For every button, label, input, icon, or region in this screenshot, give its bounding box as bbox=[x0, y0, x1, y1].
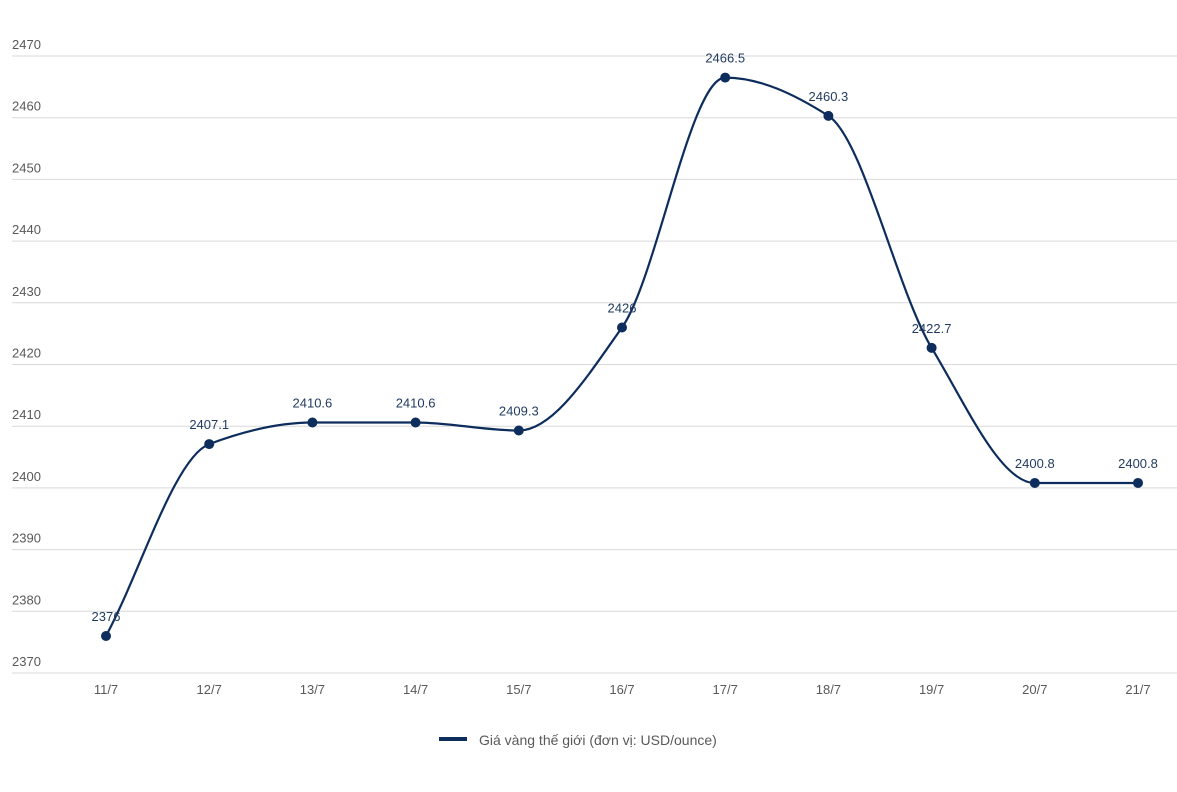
x-tick-label: 13/7 bbox=[300, 682, 325, 697]
data-label: 2410.6 bbox=[293, 395, 333, 410]
data-point bbox=[1029, 477, 1040, 488]
x-tick-label: 14/7 bbox=[403, 682, 428, 697]
x-tick-label: 15/7 bbox=[506, 682, 531, 697]
data-point bbox=[513, 425, 524, 436]
data-label: 2426 bbox=[608, 300, 637, 315]
y-tick-label: 2420 bbox=[12, 346, 41, 361]
x-tick-label: 20/7 bbox=[1022, 682, 1047, 697]
data-point bbox=[823, 110, 834, 121]
data-points bbox=[101, 72, 1143, 641]
x-tick-label: 12/7 bbox=[197, 682, 222, 697]
y-tick-label: 2380 bbox=[12, 592, 41, 607]
data-point bbox=[204, 439, 215, 450]
x-tick-label: 19/7 bbox=[919, 682, 944, 697]
data-label: 2460.3 bbox=[809, 89, 849, 104]
data-label: 2466.5 bbox=[705, 51, 745, 66]
data-point bbox=[926, 342, 937, 353]
y-tick-label: 2450 bbox=[12, 160, 41, 175]
series-line bbox=[104, 76, 1140, 638]
data-label: 2400.8 bbox=[1118, 456, 1158, 471]
data-point bbox=[410, 417, 421, 428]
data-label: 2376 bbox=[92, 609, 121, 624]
x-tick-label: 21/7 bbox=[1125, 682, 1150, 697]
data-label: 2407.1 bbox=[189, 417, 229, 432]
data-label: 2410.6 bbox=[396, 395, 436, 410]
x-tick-label: 16/7 bbox=[609, 682, 634, 697]
y-tick-label: 2440 bbox=[12, 222, 41, 237]
x-tick-label: 11/7 bbox=[94, 682, 118, 697]
y-tick-label: 2390 bbox=[12, 531, 41, 546]
x-tick-label: 17/7 bbox=[713, 682, 738, 697]
y-tick-label: 2470 bbox=[12, 37, 41, 52]
y-tick-label: 2430 bbox=[12, 284, 41, 299]
data-label: 2409.3 bbox=[499, 404, 539, 419]
data-point bbox=[1133, 477, 1143, 488]
data-point bbox=[307, 417, 318, 428]
data-label: 2422.7 bbox=[912, 321, 952, 336]
data-point bbox=[720, 72, 731, 83]
data-point bbox=[617, 322, 627, 333]
x-axis-ticks: 11/7 12/7 13/7 14/7 15/7 16/7 17/7 18/7 19/7 20/7… bbox=[94, 682, 1151, 697]
data-labels: 2376 2407.1 2410.6 2410.6 2409.3 2426 2466.5 24… bbox=[92, 51, 1158, 624]
data-point bbox=[101, 630, 111, 641]
legend-swatch bbox=[439, 737, 467, 741]
y-tick-label: 2370 bbox=[12, 654, 41, 669]
data-label: 2400.8 bbox=[1015, 456, 1055, 471]
y-tick-label: 2410 bbox=[12, 407, 41, 422]
y-axis-ticks: 2370 2380 2390 2400 2410 2420 2430 2440 2450 2460… bbox=[12, 37, 41, 669]
x-tick-label: 18/7 bbox=[816, 682, 841, 697]
y-tick-label: 2460 bbox=[12, 99, 41, 114]
y-tick-label: 2400 bbox=[12, 469, 41, 484]
legend: Giá vàng thế giới (đơn vị: USD/ounce) bbox=[439, 732, 717, 748]
legend-label: Giá vàng thế giới (đơn vị: USD/ounce) bbox=[479, 732, 717, 748]
